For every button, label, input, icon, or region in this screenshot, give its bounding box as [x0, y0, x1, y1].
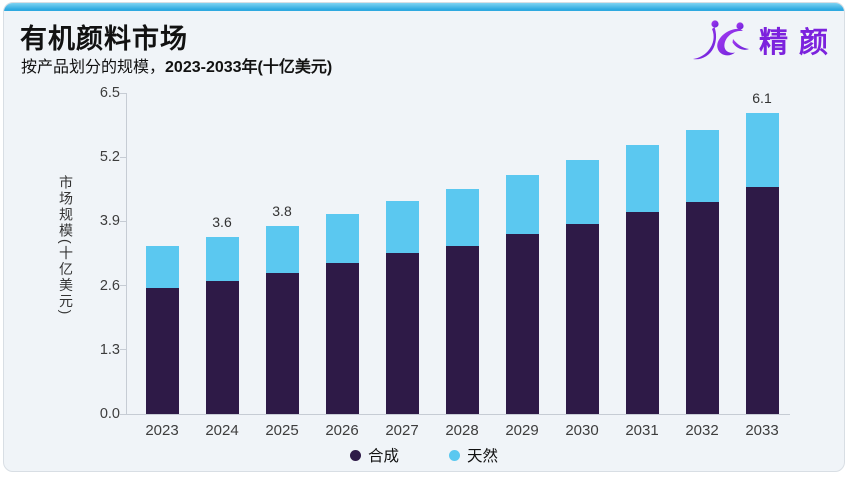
bar-2028-segment-synthetic	[445, 246, 479, 414]
y-tick-mark	[120, 413, 127, 415]
bar-2026-segment-synthetic	[325, 263, 359, 414]
bar-value-label-2025: 3.8	[272, 203, 292, 219]
x-tick-label-2026: 2026	[325, 422, 359, 439]
bar-2023-segment-natural	[145, 246, 179, 288]
chart-subtitle: 按产品划分的规模，2023-2033年(十亿美元)	[21, 53, 332, 77]
bar-2029	[505, 175, 539, 414]
chart-legend: 合成 天然	[4, 444, 844, 466]
bar-2025	[265, 226, 299, 414]
bar-2029-segment-synthetic	[505, 234, 539, 414]
bar-2032-segment-synthetic	[685, 202, 719, 414]
x-tick-label-2024: 2024	[205, 422, 239, 439]
legend-item-天然: 天然	[449, 444, 498, 466]
y-tick-mark	[120, 156, 127, 158]
brand-name: 精颜	[758, 27, 839, 59]
bar-2033-segment-synthetic	[745, 187, 779, 414]
top-accent-bar	[4, 3, 844, 11]
report-card: 有机颜料市场 按产品划分的规模，2023-2033年(十亿美元) 精颜 市场规模…	[3, 2, 845, 472]
y-tick-label-2.6: 2.6	[99, 277, 120, 294]
subtitle-period: 2023-2033年(十亿美元)	[165, 59, 333, 76]
x-tick-label-2029: 2029	[505, 422, 539, 439]
y-tick-label-1.3: 1.3	[99, 341, 120, 358]
bar-value-label-2033: 6.1	[752, 90, 772, 106]
bar-2032-segment-natural	[685, 130, 719, 202]
bar-2028-segment-natural	[445, 189, 479, 246]
brand-logo: 精颜	[691, 19, 828, 61]
bar-2026-segment-natural	[325, 214, 359, 263]
legend-item-合成: 合成	[349, 444, 399, 466]
bar-2033	[745, 113, 779, 414]
y-tick-label-3.9: 3.9	[99, 213, 120, 230]
bar-2033-segment-natural	[745, 113, 779, 187]
x-tick-label-2028: 2028	[445, 422, 479, 439]
bar-2029-segment-natural	[505, 175, 539, 234]
x-tick-label-2025: 2025	[265, 422, 299, 439]
bar-2031-segment-natural	[625, 145, 659, 212]
y-axis-title: 市场规模(十亿美元)	[58, 175, 74, 317]
bar-2025-segment-synthetic	[265, 273, 299, 414]
bar-2031-segment-synthetic	[625, 212, 659, 414]
legend-label: 合成	[367, 448, 399, 465]
x-tick-label-2023: 2023	[145, 422, 179, 439]
bar-2031	[625, 145, 659, 414]
x-tick-label-2027: 2027	[385, 422, 419, 439]
bar-2030	[565, 160, 599, 414]
legend-dot-icon	[449, 449, 460, 461]
y-tick-mark	[120, 92, 127, 94]
y-tick-mark	[120, 220, 127, 222]
y-tick-label-5.2: 5.2	[99, 149, 120, 166]
legend-label: 天然	[467, 448, 499, 465]
bar-2027-segment-natural	[385, 201, 419, 253]
bar-2028	[445, 189, 479, 414]
x-tick-label-2030: 2030	[565, 422, 599, 439]
x-tick-label-2031: 2031	[625, 422, 659, 439]
bar-2023	[145, 246, 179, 414]
y-tick-label-6.5: 6.5	[99, 85, 120, 101]
bar-2023-segment-synthetic	[145, 288, 179, 414]
bar-2024	[205, 237, 239, 414]
bar-2030-segment-synthetic	[565, 224, 599, 414]
chart-title: 有机颜料市场	[20, 24, 188, 54]
subtitle-text: 按产品划分的规模，	[21, 59, 166, 76]
bar-2024-segment-synthetic	[205, 281, 239, 414]
legend-dot-icon	[349, 449, 361, 461]
x-tick-label-2032: 2032	[685, 422, 719, 439]
bar-2026	[325, 214, 359, 414]
x-tick-label-2033: 2033	[745, 422, 779, 439]
plot-area: 0.0 1.3 2.6 3.9 5.2 6.5 2023 3.6 2024 3.8 2025 2026…	[100, 85, 790, 439]
y-tick-label-0.0: 0.0	[99, 406, 120, 422]
bar-2030-segment-natural	[565, 160, 599, 224]
bar-2024-segment-natural	[205, 237, 239, 281]
bar-value-label-2024: 3.6	[212, 214, 232, 230]
bar-2032	[685, 130, 719, 414]
bar-2027	[385, 201, 419, 414]
y-tick-mark	[120, 285, 127, 287]
y-tick-mark	[120, 349, 127, 351]
bar-2027-segment-synthetic	[385, 253, 419, 414]
bar-2025-segment-natural	[265, 226, 299, 273]
jc-figures-icon	[692, 20, 749, 60]
